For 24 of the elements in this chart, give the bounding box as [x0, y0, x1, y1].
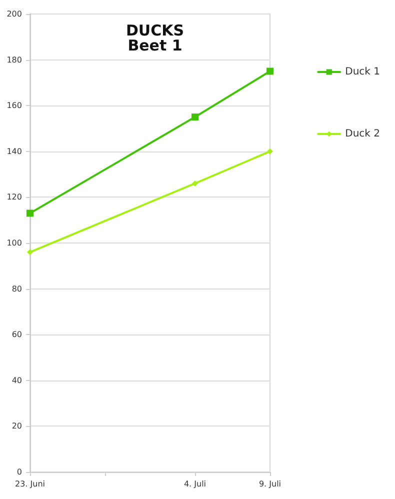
x-tick-label: 9. Juli: [258, 480, 282, 488]
y-tick-label: 160: [6, 101, 22, 110]
y-tick-label: 100: [6, 238, 22, 248]
y-tick-label: 20: [12, 422, 22, 431]
point: [266, 68, 274, 75]
point: [267, 148, 273, 154]
point: [26, 210, 34, 217]
point: [192, 180, 198, 186]
point: [27, 249, 33, 256]
point: [192, 114, 198, 121]
text: DUCKS: [126, 22, 184, 40]
y-tick-label: 80: [12, 284, 22, 294]
legend-label: Duck 1: [345, 66, 380, 78]
text: Beet 1: [128, 36, 182, 54]
x-tick-label: 4. Juli: [184, 480, 206, 488]
y-tick-label: 200: [6, 10, 22, 18]
y-tick-label: 0: [16, 468, 22, 476]
y-tick-label: 180: [6, 55, 22, 64]
y-tick-label: 120: [6, 192, 22, 202]
x-tick-label: 23. Juni: [15, 480, 45, 488]
y-tick-label: 60: [12, 330, 22, 340]
y-tick-label: 40: [12, 376, 22, 385]
legend-label: Duck 2: [345, 128, 380, 140]
y-tick-label: 140: [6, 146, 22, 156]
